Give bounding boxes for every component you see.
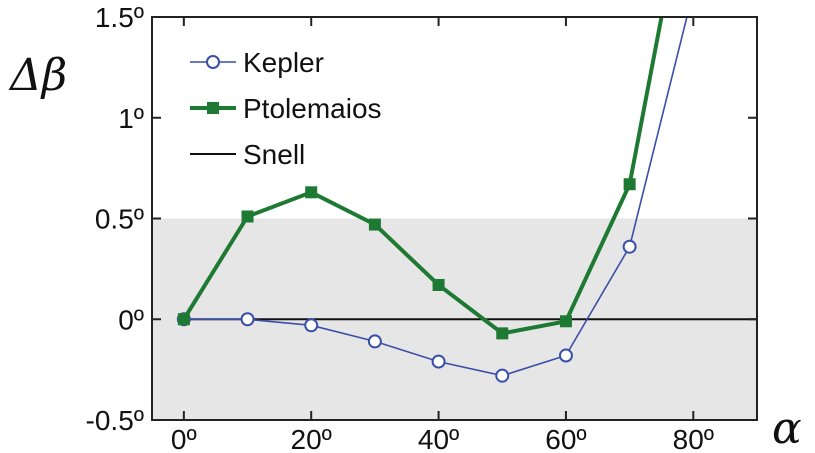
x-tick-label: 60º [545, 424, 586, 453]
legend-kepler-label: Kepler [243, 47, 324, 78]
legend-snell-label: Snell [243, 139, 305, 170]
ptolemaios-point [368, 218, 381, 231]
x-tick-label: 40º [418, 424, 459, 453]
ptolemaios-point [207, 102, 219, 114]
ptolemaios-point [241, 210, 254, 223]
y-tick-label: 0.5º [95, 204, 144, 235]
x-tick-label: 20º [291, 424, 332, 453]
kepler-point [558, 348, 573, 363]
y-axis-label: Δβ [8, 50, 67, 101]
legend-ptolemaios-label: Ptolemaios [243, 93, 382, 124]
kepler-point [304, 318, 319, 333]
axes-layer: 1.5º 1º 0.5º 0º -0.5º 0º 20º 40º 60º 80º [86, 2, 757, 453]
ptolemaios-point [432, 278, 445, 291]
legend: Kepler Ptolemaios Snell [190, 47, 382, 170]
kepler-point [240, 312, 255, 327]
y-tick-label: -0.5º [86, 405, 144, 436]
y-tick-label: 1º [118, 103, 144, 134]
x-tick-label: 0º [171, 424, 197, 453]
x-axis-label: α [772, 403, 802, 453]
series-layer [176, 17, 757, 383]
kepler-point [622, 239, 637, 254]
ptolemaios-point [305, 186, 318, 199]
ptolemaios-point [559, 315, 572, 328]
kepler-point [495, 368, 510, 383]
x-tick-label: 80º [673, 424, 714, 453]
ptolemaios-point [177, 313, 190, 326]
y-tick-label: 1.5º [95, 2, 144, 33]
kepler-point [206, 55, 220, 69]
ptolemaios-point [496, 327, 509, 340]
ptolemaios-point [623, 178, 636, 191]
y-tick-label: 0º [118, 304, 144, 335]
kepler-point [431, 354, 446, 369]
kepler-point [367, 334, 382, 349]
